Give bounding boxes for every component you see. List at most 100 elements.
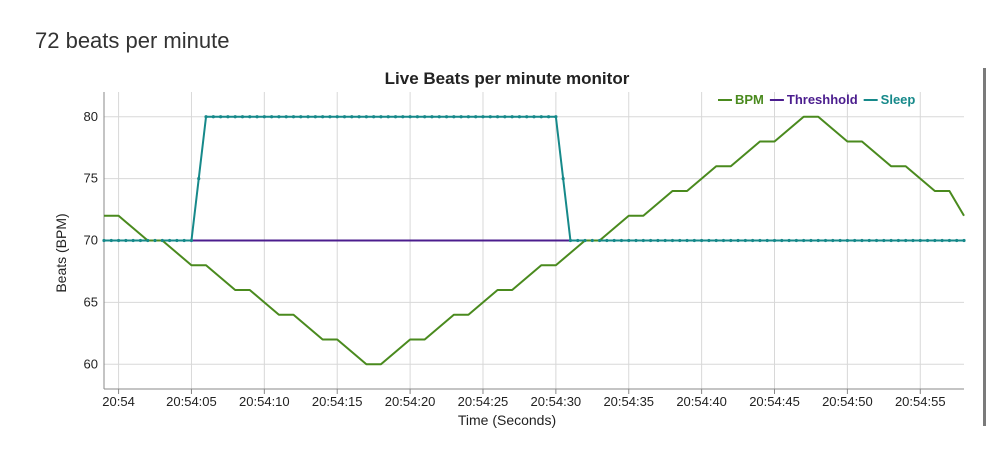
sleep-point — [364, 115, 368, 119]
sleep-point — [481, 115, 485, 119]
sleep-point — [860, 238, 864, 243]
sleep-point — [219, 115, 223, 119]
sleep-point — [590, 238, 594, 243]
sleep-point — [736, 238, 740, 243]
sleep-point — [233, 115, 237, 119]
sleep-point — [794, 238, 798, 243]
sleep-point — [634, 238, 638, 243]
sleep-point — [692, 238, 696, 243]
sleep-point — [270, 115, 274, 119]
sleep-point — [816, 238, 820, 243]
sleep-point — [802, 238, 806, 243]
sleep-point — [466, 115, 471, 119]
sleep-point — [357, 115, 361, 119]
sleep-point — [955, 238, 959, 243]
sleep-point — [721, 238, 726, 243]
sleep-point — [430, 115, 434, 119]
sleep-point — [211, 115, 215, 119]
sleep-point — [743, 238, 747, 243]
legend-label-threshhold: Threshhold — [787, 92, 858, 107]
sleep-point — [663, 238, 667, 243]
sleep-point — [131, 238, 135, 243]
sleep-point — [729, 238, 733, 243]
sleep-point — [867, 238, 871, 243]
sleep-point — [153, 238, 157, 243]
sleep-point — [823, 238, 828, 243]
y-tick-label: 80 — [84, 109, 98, 124]
legend-label-sleep: Sleep — [881, 92, 916, 107]
sleep-point — [685, 238, 689, 243]
sleep-point — [933, 238, 937, 243]
sleep-point — [787, 238, 791, 243]
sleep-point — [423, 115, 427, 119]
y-axis-label: Beats (BPM) — [53, 213, 69, 292]
sleep-point — [306, 115, 310, 119]
sleep-point — [452, 115, 456, 119]
bpm-readout: 72 beats per minute — [35, 28, 230, 53]
legend: BPM Threshhold Sleep — [718, 92, 915, 107]
sleep-point — [335, 115, 339, 119]
sleep-point — [284, 115, 288, 119]
y-tick-label: 65 — [84, 294, 98, 309]
sleep-point — [532, 115, 536, 119]
sleep-point — [627, 238, 631, 243]
sleep-point — [240, 115, 245, 119]
sleep-point — [175, 238, 179, 243]
sleep-point — [510, 115, 514, 119]
sleep-point — [845, 238, 849, 243]
x-tick-label: 20:54:55 — [895, 394, 946, 409]
sleep-point — [896, 238, 901, 243]
sleep-point — [138, 238, 143, 243]
sleep-point — [911, 238, 915, 243]
sleep-point — [102, 238, 106, 243]
sleep-point — [393, 115, 398, 119]
sleep-point — [372, 115, 376, 119]
sleep-point — [882, 238, 886, 243]
legend-label-bpm: BPM — [735, 92, 764, 107]
sleep-point — [561, 177, 565, 181]
x-axis-label: Time (Seconds) — [458, 412, 556, 428]
sleep-point — [386, 115, 390, 119]
y-tick-label: 60 — [84, 356, 98, 371]
sleep-point — [488, 115, 492, 119]
sleep-point — [160, 238, 164, 243]
sleep-point — [714, 238, 718, 243]
sleep-point — [940, 238, 944, 243]
sleep-point — [313, 115, 317, 119]
series-line-bpm — [104, 115, 965, 366]
sleep-point — [678, 238, 682, 243]
sleep-point — [568, 238, 573, 243]
sleep-point — [189, 238, 194, 243]
sleep-point — [299, 115, 303, 119]
sleep-point — [408, 115, 412, 119]
sleep-point — [612, 238, 616, 243]
x-tick-label: 20:54:10 — [239, 394, 290, 409]
sleep-point — [918, 238, 922, 243]
sleep-point — [583, 238, 587, 243]
x-tick-label: 20:54:50 — [822, 394, 873, 409]
sleep-point — [605, 238, 609, 243]
sleep-point — [182, 238, 186, 243]
x-tick-label: 20:54:15 — [312, 394, 363, 409]
sleep-point — [474, 115, 478, 119]
series-layer — [102, 115, 966, 366]
x-tick-label: 20:54:45 — [749, 394, 800, 409]
sleep-point — [204, 115, 208, 119]
x-tick-label: 20:54 — [102, 394, 135, 409]
sleep-point — [597, 238, 602, 243]
sleep-point — [109, 238, 113, 243]
sleep-point — [554, 115, 558, 119]
x-tick-label: 20:54:20 — [385, 394, 436, 409]
x-tick-label: 20:54:25 — [458, 394, 509, 409]
sleep-point — [904, 238, 908, 243]
sleep-point — [619, 238, 624, 243]
sleep-point — [248, 115, 252, 119]
sleep-point — [576, 238, 580, 243]
sleep-point — [124, 238, 128, 243]
sleep-point — [874, 238, 879, 243]
sleep-point — [641, 238, 645, 243]
y-tick-label: 75 — [84, 171, 98, 186]
x-tick-label: 20:54:30 — [531, 394, 582, 409]
sleep-point — [707, 238, 711, 243]
